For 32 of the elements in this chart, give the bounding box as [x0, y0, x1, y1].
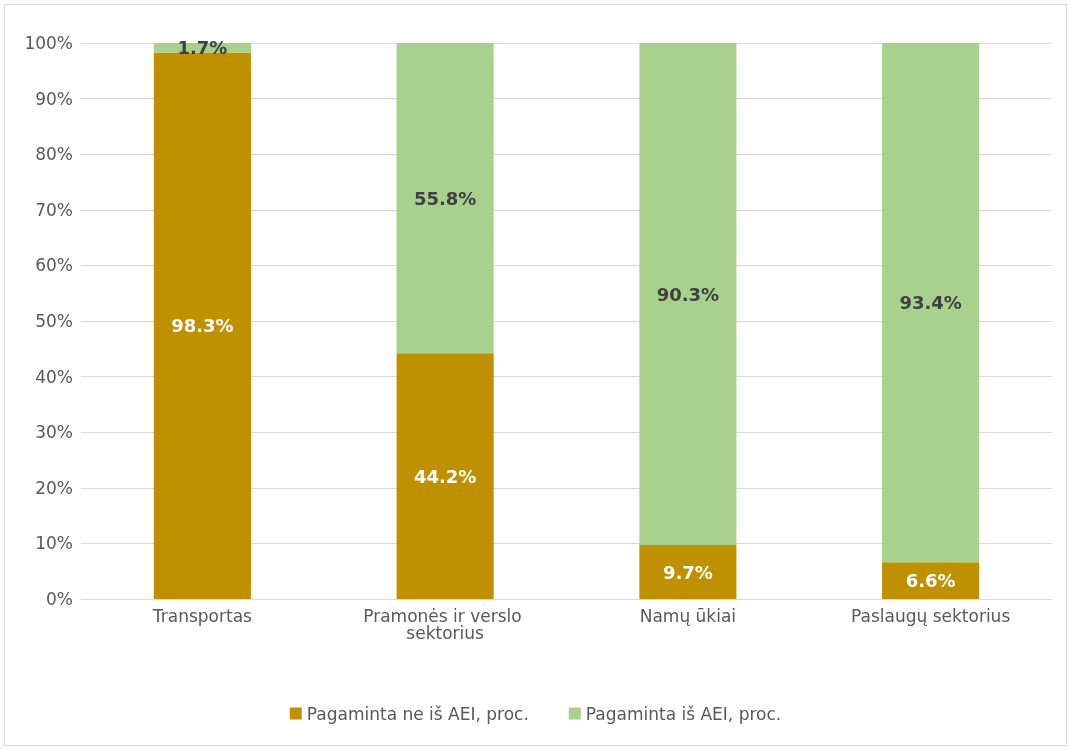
- data-label: 55.8%: [413, 187, 477, 209]
- data-label: 6.6%: [905, 570, 956, 592]
- data-label: 90.3%: [656, 283, 720, 305]
- bar: [396, 43, 494, 354]
- bar: [639, 545, 737, 599]
- data-label: 1.7%: [177, 37, 228, 59]
- data-label: 44.2%: [413, 465, 477, 487]
- legend-label: Pagaminta ne iš AEI, proc.: [306, 703, 529, 724]
- legend-label: Pagaminta iš AEI, proc.: [585, 703, 782, 724]
- y-tick-label: 70%: [35, 199, 73, 220]
- bar: [639, 43, 737, 546]
- y-tick-label: 10%: [35, 533, 73, 554]
- y-tick-label: 90%: [35, 88, 73, 109]
- bar: [153, 52, 251, 599]
- y-tick-label: 60%: [35, 255, 73, 276]
- y-tick-label: 100%: [24, 33, 73, 53]
- x-tick-label: Paslaugų sektorius: [851, 605, 1011, 626]
- y-tick-label: 40%: [35, 366, 73, 387]
- x-tick-label: Transportas: [151, 605, 253, 626]
- data-label: 93.4%: [899, 292, 962, 314]
- x-tick-label: Pramonės ir verslo sektorius: [363, 605, 528, 643]
- bar: [396, 353, 494, 599]
- y-tick-label: 80%: [35, 144, 73, 165]
- bar: [882, 562, 980, 599]
- y-tick-label: 30%: [35, 422, 73, 443]
- x-tick-label: Namų ūkiai: [639, 605, 737, 626]
- data-label: 9.7%: [662, 561, 713, 583]
- bar: [882, 43, 980, 563]
- y-tick-label: 0%: [46, 589, 73, 609]
- y-tick-label: 50%: [35, 311, 73, 331]
- data-label: 98.3%: [171, 315, 234, 337]
- y-tick-label: 20%: [35, 477, 73, 498]
